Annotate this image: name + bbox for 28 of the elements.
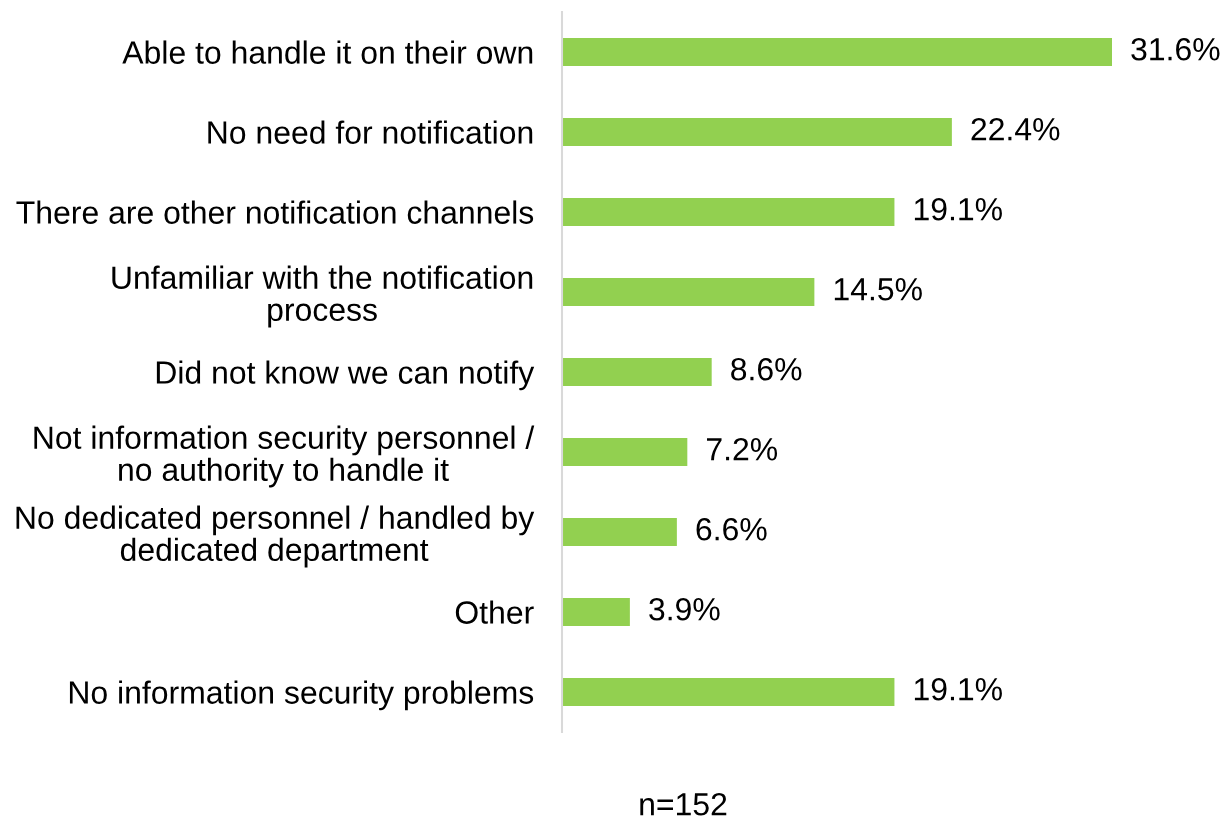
bar: [562, 38, 1112, 66]
data-label: 8.6%: [731, 357, 802, 381]
bar: [562, 198, 895, 226]
data-label: 3.9%: [649, 597, 720, 621]
data-label: 14.5%: [834, 278, 922, 301]
data-label: 19.1%: [914, 677, 1002, 701]
bar: [562, 278, 815, 306]
y-tick-label: Other: [455, 600, 534, 624]
bar: [562, 438, 688, 466]
data-label: 6.6%: [696, 517, 767, 541]
bar: [562, 518, 677, 546]
y-tick-label: No information security problems: [69, 680, 534, 711]
bar: [562, 358, 712, 386]
bar: [562, 678, 895, 706]
data-label: 19.1%: [914, 197, 1002, 221]
bar: [562, 598, 630, 626]
text: n=152: [640, 792, 727, 816]
y-tick-label: Able to handle it on their own: [122, 40, 533, 64]
bar: [562, 118, 952, 146]
y-tick-label: No need for notification: [208, 120, 533, 144]
y-tick-label: Unfamiliar with the notification process: [112, 265, 533, 328]
data-label: 22.4%: [971, 117, 1060, 141]
y-tick-label: Did not know we can notify: [156, 360, 535, 391]
y-tick-label: There are other notification channels: [16, 200, 534, 224]
y-tick-label: Not information security personnel / no authority to handle it: [34, 425, 535, 488]
data-label: 31.6%: [1131, 37, 1220, 61]
y-tick-label: No dedicated personnel / handled by dedicated department: [16, 505, 535, 568]
data-label: 7.2%: [707, 437, 778, 461]
